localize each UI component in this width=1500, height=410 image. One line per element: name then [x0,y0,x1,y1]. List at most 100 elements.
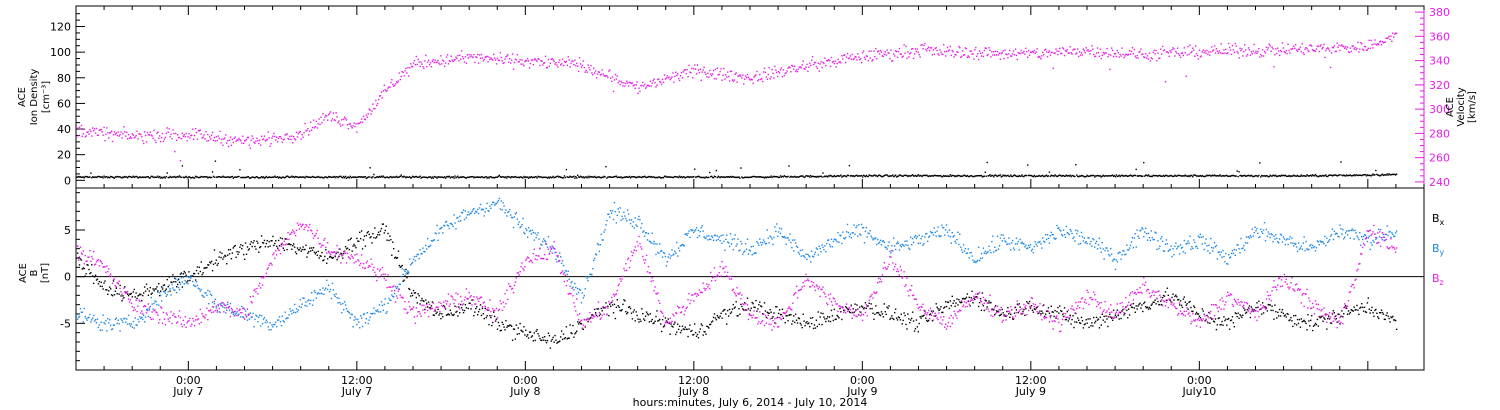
data-point [155,288,157,290]
data-point [1176,296,1178,298]
data-point [1017,52,1019,54]
data-point [870,50,872,52]
data-point [733,79,735,81]
data-point [275,321,277,323]
data-point [901,323,903,325]
data-point [1102,51,1104,54]
data-point [854,56,856,58]
data-point [894,174,897,176]
data-point [1286,312,1288,315]
data-point [1226,324,1228,326]
data-point [1379,311,1382,314]
data-point [220,142,222,144]
data-point [967,55,969,57]
data-point [1235,312,1237,315]
data-point [708,327,710,329]
data-point [739,74,741,76]
data-point [459,312,461,314]
data-point [95,176,98,179]
data-point [971,175,973,177]
data-point [271,176,273,179]
data-point [980,174,983,177]
data-point [1083,49,1086,52]
data-point [860,311,862,313]
data-point [1069,174,1071,177]
data-point [966,174,969,177]
data-point [571,176,573,178]
data-point [774,322,776,324]
data-point [973,297,975,299]
data-point [795,69,798,71]
data-point [1085,47,1087,49]
data-point [654,176,656,179]
data-point [1298,175,1301,178]
data-point [525,176,527,178]
data-point [570,332,572,334]
data-point [491,58,493,60]
data-point [394,83,397,85]
data-point [126,131,128,134]
data-point [116,293,118,295]
data-point [1366,302,1369,304]
data-point [451,314,453,316]
data-point [876,58,878,60]
data-point [129,293,132,295]
data-point [427,59,430,62]
data-point [250,316,252,319]
data-point [743,177,745,179]
data-point [1361,43,1363,45]
data-point [85,317,87,320]
data-point [851,311,853,314]
data-point [1378,41,1381,43]
data-point [1335,50,1337,53]
data-point [796,176,799,178]
data-point [1204,320,1206,322]
data-point [1310,174,1312,176]
data-point [859,175,861,177]
data-point [484,307,486,309]
data-point [176,139,178,141]
data-point [580,66,583,68]
data-point [649,80,652,82]
data-point [481,176,484,178]
data-point [497,59,500,61]
data-point [1290,175,1292,177]
data-point [895,317,898,319]
data-point [226,309,228,311]
data-point [86,175,88,178]
data-point [356,237,358,240]
data-point [309,247,311,249]
data-point [152,137,154,140]
data-point [520,63,522,65]
data-point [1061,313,1064,316]
data-point [768,312,770,314]
data-point [440,176,442,178]
data-point [942,175,944,178]
data-point [1361,48,1364,50]
data-point [178,175,181,177]
data-point [190,275,192,277]
data-point [1082,175,1085,177]
data-point [1034,52,1036,55]
data-point [1269,174,1271,177]
data-point [1155,174,1157,177]
data-point [206,175,208,178]
data-point [914,328,917,330]
data-point [1251,52,1253,55]
data-point [1312,325,1315,327]
data-point [243,258,246,261]
data-point [315,251,318,254]
data-point [134,296,136,298]
data-point [1216,324,1219,326]
data-point [1325,49,1327,52]
data-point [840,62,842,64]
data-point [1374,309,1376,312]
data-point [327,113,330,116]
data-point [742,177,744,179]
data-point [347,311,350,313]
data-point [487,176,489,178]
data-point [989,174,991,176]
data-point [241,305,243,308]
data-point [206,140,208,142]
data-point [130,137,133,139]
